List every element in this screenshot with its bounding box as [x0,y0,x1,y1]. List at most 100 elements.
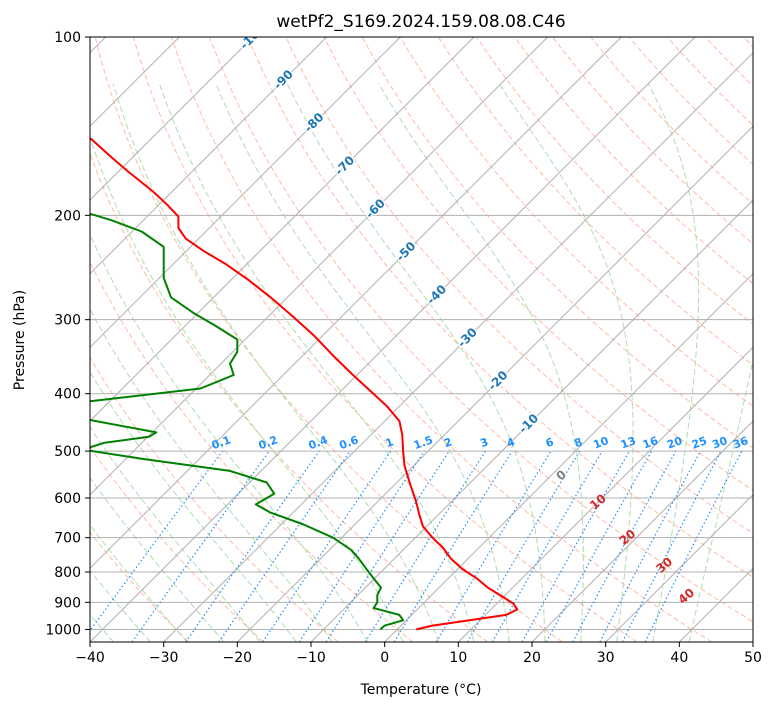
y-tick-label: 700 [54,531,81,547]
mixing-ratio-line [218,450,351,642]
mixing-ratio-label: 25 [690,434,709,451]
mixing-ratio-line [131,450,270,642]
mixing-ratio-line [393,450,513,642]
dry-adiabat [90,356,339,642]
isotherm [90,37,401,349]
isotherm [90,37,549,496]
dewpoint-profile [90,212,405,631]
mixing-ratio-label: 4 [505,435,517,450]
moist-adiabat [688,358,753,642]
mixing-ratio-line [262,450,392,642]
x-axis-label: Temperature (°C) [360,682,482,698]
mixing-ratio-label: 10 [592,434,611,452]
y-axis-ticks: 100 200 300 400 500 600 700 800 900 1000 [45,30,90,638]
isotherm [384,272,753,642]
isotherm [531,420,753,642]
mixing-ratio-label: 2 [442,435,454,450]
x-tick-label: 30 [597,650,615,666]
y-tick-label: 500 [54,444,81,460]
moist-adiabat [498,83,634,642]
moist-adiabat [90,233,369,642]
mixing-ratio-label: 36 [731,434,750,452]
temperature-profile [90,136,519,631]
y-tick-label: 200 [54,208,81,224]
y-tick-label: 900 [54,595,81,611]
plot-frame [89,36,754,643]
dry-adiabat [323,37,753,491]
moist-adiabat [647,83,700,642]
dry-adiabat [90,152,488,642]
isotherm [310,199,753,642]
mixing-ratio-line [572,450,677,642]
dry-adiabat [90,446,264,642]
mixing-ratio-line [644,450,743,642]
x-tick-label: −10 [296,650,326,666]
y-tick-label: 400 [54,387,81,403]
isotherm [163,51,753,642]
dry-adiabat [94,37,563,642]
moist-adiabat [90,370,297,642]
mixing-ratio-label: 0.6 [338,433,361,452]
dry-adiabat [514,37,753,285]
moist-adiabat [112,83,439,642]
moist-adiabat [286,83,546,642]
x-tick-label: 40 [670,650,688,666]
plot-background [90,37,753,642]
x-tick-label: 0 [380,650,389,666]
y-tick-label: 600 [54,491,81,507]
sounding-profiles [90,136,519,631]
x-tick-label: 50 [744,650,762,666]
x-tick-label: 10 [449,650,467,666]
dry-adiabat [209,37,753,623]
mixing-ratio-label: 20 [665,434,684,452]
y-tick-label: 1000 [45,622,81,638]
y-axis-label: Pressure (hPa) [12,290,28,390]
isotherm [90,37,328,275]
y-tick-label: 100 [54,30,81,46]
dry-adiabat [361,37,753,449]
dry-adiabat [399,37,753,407]
mixing-ratio-line [298,450,425,642]
mixing-ratio-line [185,450,320,642]
mixing-ratio-label: 1.5 [412,433,435,452]
dry-adiabat [247,37,753,578]
x-tick-label: −20 [223,650,253,666]
dry-adiabats [90,37,753,642]
mixing-ratio-label: 1 [384,435,396,450]
x-tick-label: −40 [75,650,105,666]
mixing-ratio-line [521,450,631,642]
dry-adiabat [171,37,712,642]
isotherm [605,493,753,642]
moist-adiabat [215,83,510,642]
mixing-ratio-line [545,450,653,642]
mixing-ratio-label: 6 [544,435,556,450]
y-tick-label: 800 [54,565,81,581]
mixing-ratio-label: 30 [710,434,729,452]
moist-adiabat [90,135,404,642]
x-axis-ticks: −40 −30 −20 −10 0 10 20 30 40 50 [75,642,762,666]
dry-adiabat [437,37,753,366]
y-tick-label: 300 [54,313,81,329]
isotherm [90,37,254,201]
moist-adiabat [378,83,584,642]
mixing-ratio-label: 13 [619,434,638,451]
mixing-ratio-label: 3 [478,435,490,450]
moist-adiabat [90,524,188,642]
dry-adiabat [90,531,190,642]
mixing-ratio-line [90,450,223,632]
moist-adiabats [90,83,753,642]
chart-title: wetPf2_S169.2024.159.08.08.C46 [276,12,565,32]
dry-adiabat [285,37,753,535]
moist-adiabat [90,308,333,642]
isotherm [457,346,753,642]
moist-adiabat [90,476,225,642]
isotherm [90,37,696,642]
mixing-ratio-label: 0.1 [210,433,233,452]
mixing-ratio-label: 16 [641,434,660,452]
mixing-ratio-line [325,450,450,642]
x-tick-label: −30 [149,650,179,666]
isotherm [90,37,475,422]
mixing-ratio-lines [90,450,743,642]
mixing-ratio-label: 0.4 [307,433,330,452]
